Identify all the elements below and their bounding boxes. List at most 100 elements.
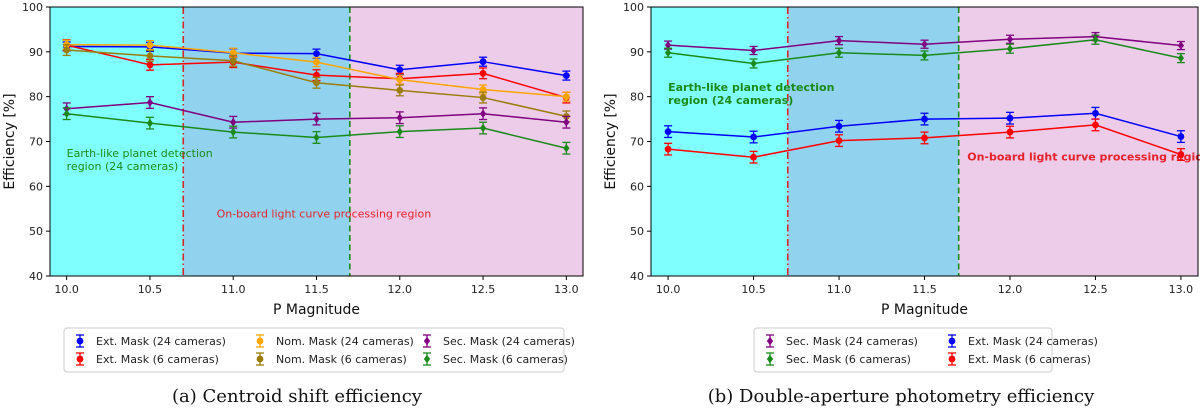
y-tick-label: 100 — [22, 1, 43, 14]
data-point — [396, 113, 403, 122]
legend-item: Ext. Mask (6 cameras) — [948, 352, 1091, 366]
x-axis-label: P Magnitude — [273, 302, 360, 318]
legend-label: Ext. Mask (24 cameras) — [968, 335, 1098, 348]
data-point — [479, 58, 487, 66]
data-point — [1092, 35, 1099, 44]
data-point — [921, 134, 928, 142]
data-point — [750, 46, 757, 55]
chart-panel-a: Earth-like planet detection region (24 ca… — [2, 1, 584, 407]
legend-box — [63, 327, 565, 373]
legend-label: Sec. Mask (24 cameras) — [443, 335, 575, 348]
legend-label: Sec. Mask (6 cameras) — [443, 353, 568, 366]
data-point — [146, 98, 154, 107]
data-point — [1006, 35, 1014, 44]
x-tick-label: 12.0 — [388, 283, 413, 296]
data-point — [1177, 41, 1185, 50]
legend-label: Ext. Mask (24 cameras) — [96, 335, 226, 348]
y-tick-label: 80 — [29, 91, 43, 104]
legend-marker — [766, 354, 774, 364]
region-annotation: Earth-like planet detection region (24 ca… — [67, 147, 213, 173]
x-tick-label: 12.0 — [998, 283, 1023, 296]
data-point — [835, 122, 843, 130]
series-5 — [62, 107, 571, 155]
chart-panel-b: Earth-like planet detection region (24 ca… — [603, 1, 1200, 407]
data-point — [750, 153, 757, 161]
x-tick-label: 10.0 — [656, 283, 681, 296]
data-point — [479, 123, 487, 133]
x-tick-label: 10.5 — [741, 283, 766, 296]
region-band-1 — [787, 7, 959, 276]
x-tick-label: 11.0 — [827, 283, 852, 296]
data-point — [1177, 151, 1185, 158]
y-tick-label: 50 — [630, 225, 644, 238]
data-point — [313, 79, 320, 87]
data-point — [313, 50, 320, 58]
x-tick-label: 11.0 — [221, 283, 246, 296]
data-point — [63, 46, 71, 54]
region-band-0 — [50, 7, 184, 276]
series-1 — [664, 34, 1185, 69]
x-tick-label: 11.5 — [912, 283, 937, 296]
y-tick-label: 90 — [29, 46, 43, 59]
data-point — [146, 52, 154, 60]
x-tick-label: 11.5 — [304, 283, 329, 296]
legend-marker — [948, 337, 956, 345]
data-point — [562, 93, 570, 101]
data-point — [313, 133, 320, 142]
data-point — [396, 66, 404, 74]
legend-box — [753, 327, 1053, 373]
y-tick-label: 60 — [29, 180, 43, 193]
series-2 — [664, 106, 1185, 144]
annotation-line: On-board light curve processing region — [217, 208, 432, 221]
data-point — [750, 133, 757, 141]
data-point — [313, 58, 320, 66]
data-point — [146, 41, 154, 49]
region-band-0 — [651, 7, 788, 276]
legend-item: Nom. Mask (24 cameras) — [256, 334, 414, 348]
legend-marker — [256, 355, 264, 363]
legend-item: Ext. Mask (6 cameras) — [76, 352, 219, 366]
data-point — [1006, 44, 1014, 53]
data-point — [313, 114, 320, 124]
series-2 — [62, 39, 571, 102]
legend-item: Sec. Mask (24 cameras) — [766, 334, 918, 348]
y-tick-label: 90 — [630, 46, 644, 59]
legend-item: Sec. Mask (6 cameras) — [423, 352, 568, 366]
y-tick-label: 100 — [623, 1, 644, 14]
data-point — [1177, 53, 1185, 63]
x-tick-label: 13.0 — [1169, 283, 1194, 296]
data-point — [921, 115, 928, 123]
data-point — [921, 40, 928, 49]
region-band-1 — [183, 7, 350, 276]
x-tick-label: 10.0 — [54, 283, 79, 296]
y-tick-label: 80 — [630, 91, 644, 104]
annotation-line: Earth-like planet detection — [668, 81, 834, 94]
region-annotation: On-board light curve processing region — [967, 150, 1200, 163]
data-point — [1006, 128, 1014, 136]
data-point — [396, 86, 404, 94]
data-point — [479, 86, 487, 93]
data-point — [835, 36, 843, 45]
legend: Sec. Mask (24 cameras) Sec. Mask (6 camer… — [753, 327, 1098, 373]
series-3 — [664, 118, 1185, 164]
data-point — [479, 109, 487, 118]
data-point — [63, 109, 70, 118]
data-point — [1177, 133, 1185, 140]
series-4 — [62, 96, 571, 129]
legend-label: Nom. Mask (24 cameras) — [276, 335, 414, 348]
legend-item: Ext. Mask (24 cameras) — [76, 334, 226, 348]
x-tick-label: 10.5 — [138, 283, 163, 296]
data-point — [835, 48, 843, 57]
legend-marker — [76, 355, 84, 363]
data-point — [921, 51, 928, 60]
legend-item: Sec. Mask (6 cameras) — [766, 352, 911, 366]
legend-label: Ext. Mask (6 cameras) — [96, 353, 219, 366]
data-point — [396, 76, 404, 84]
x-tick-label: 12.5 — [1083, 283, 1108, 296]
legend-marker — [423, 336, 431, 346]
y-tick-label: 70 — [29, 136, 43, 149]
legend-label: Sec. Mask (24 cameras) — [786, 335, 918, 348]
x-tick-label: 12.5 — [471, 283, 496, 296]
data-point — [230, 127, 237, 137]
